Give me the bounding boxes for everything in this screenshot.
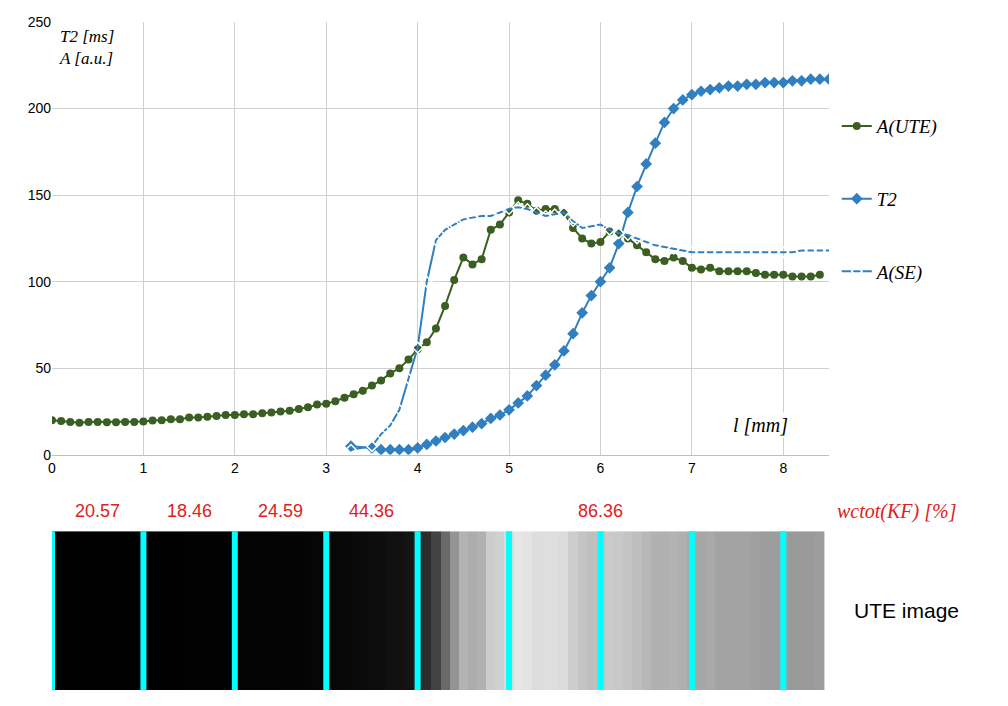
svg-text:T2: T2 xyxy=(877,189,898,210)
svg-text:0: 0 xyxy=(48,460,56,476)
svg-text:2: 2 xyxy=(231,460,239,476)
svg-text:4: 4 xyxy=(414,460,422,476)
svg-text:1: 1 xyxy=(140,460,148,476)
svg-text:A(SE): A(SE) xyxy=(875,262,922,284)
svg-text:250: 250 xyxy=(28,14,52,30)
svg-text:20.57: 20.57 xyxy=(75,501,120,521)
svg-text:7: 7 xyxy=(688,460,696,476)
svg-text:0: 0 xyxy=(43,447,51,463)
svg-text:A(UTE): A(UTE) xyxy=(875,116,937,138)
svg-text:44.36: 44.36 xyxy=(349,501,394,521)
svg-text:UTE image: UTE image xyxy=(854,599,959,622)
svg-text:86.36: 86.36 xyxy=(578,501,623,521)
svg-text:18.46: 18.46 xyxy=(167,501,212,521)
svg-text:5: 5 xyxy=(505,460,513,476)
svg-text:wctot(KF) [%]: wctot(KF) [%] xyxy=(837,500,956,523)
svg-text:24.59: 24.59 xyxy=(258,501,303,521)
svg-text:150: 150 xyxy=(28,187,52,203)
svg-text:50: 50 xyxy=(35,360,51,376)
svg-text:100: 100 xyxy=(28,274,52,290)
svg-text:6: 6 xyxy=(597,460,605,476)
svg-text:l [mm]: l [mm] xyxy=(733,414,788,436)
svg-text:3: 3 xyxy=(322,460,330,476)
svg-text:8: 8 xyxy=(779,460,787,476)
svg-text:T2 [ms]A [a.u.]: T2 [ms]A [a.u.] xyxy=(59,27,114,68)
svg-text:200: 200 xyxy=(28,100,52,116)
